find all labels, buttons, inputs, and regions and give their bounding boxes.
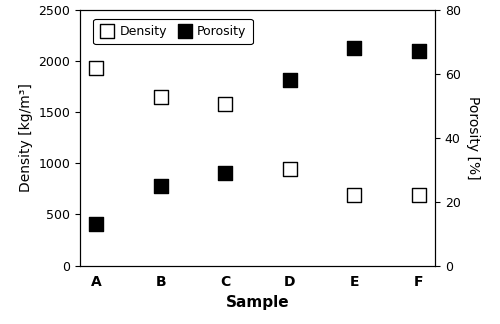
Y-axis label: Density [kg/m³]: Density [kg/m³] <box>19 83 33 192</box>
Legend: Density, Porosity: Density, Porosity <box>94 18 252 44</box>
Density <box>350 192 358 198</box>
Porosity <box>286 77 294 83</box>
Density <box>221 101 229 107</box>
Porosity <box>92 222 100 227</box>
Density <box>156 94 164 99</box>
Porosity <box>221 170 229 176</box>
X-axis label: Sample: Sample <box>226 295 290 310</box>
Porosity <box>350 46 358 51</box>
Density <box>286 167 294 172</box>
Y-axis label: Porosity [%]: Porosity [%] <box>466 96 480 179</box>
Density <box>92 65 100 71</box>
Density <box>415 192 423 198</box>
Porosity <box>415 49 423 54</box>
Porosity <box>156 183 164 188</box>
